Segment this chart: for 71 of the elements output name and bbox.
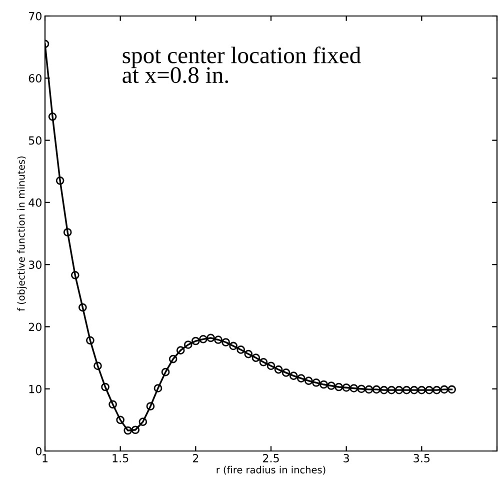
point <box>199 334 208 344</box>
x-tick-label: 1.5 <box>112 454 128 462</box>
point <box>364 385 374 394</box>
point <box>432 386 441 394</box>
point <box>252 354 260 362</box>
point <box>296 374 306 382</box>
point <box>327 382 336 390</box>
point <box>320 380 328 389</box>
x-axis-title: r (fire radius in inches) <box>216 466 326 475</box>
point <box>448 385 456 394</box>
point <box>222 338 230 346</box>
point <box>108 400 117 409</box>
y-tick-label: 10 <box>29 384 42 394</box>
point <box>289 372 298 380</box>
point <box>357 384 366 394</box>
point <box>63 228 72 236</box>
point <box>259 358 268 366</box>
point <box>48 112 57 121</box>
point <box>387 386 396 394</box>
y-tick-label: 20 <box>28 322 42 332</box>
y-tick-label: 40 <box>28 198 42 207</box>
point <box>86 336 94 345</box>
point <box>116 416 124 424</box>
point <box>161 368 170 376</box>
x-tick-label: 2.5 <box>262 454 279 462</box>
x-tick-label: 1 <box>42 454 48 462</box>
point <box>394 386 404 394</box>
y-tick-label: 50 <box>28 136 42 145</box>
point <box>418 386 426 394</box>
y-tick-label: 70 <box>28 12 42 20</box>
point <box>372 385 381 394</box>
point <box>56 176 64 185</box>
point <box>154 384 162 392</box>
point <box>402 386 411 394</box>
point <box>266 362 276 370</box>
point <box>124 426 132 435</box>
point <box>312 378 320 387</box>
point <box>350 384 358 392</box>
y-tick-label: 0 <box>36 446 42 456</box>
point <box>342 383 350 392</box>
point <box>131 426 140 434</box>
y-tick-label: 30 <box>28 260 42 269</box>
point <box>70 270 80 280</box>
point <box>440 385 448 394</box>
point <box>380 386 388 394</box>
point <box>138 418 148 426</box>
annotation: spot center location fixed at x=0.8 in. <box>122 46 361 84</box>
point <box>78 303 87 312</box>
point <box>410 386 418 394</box>
point <box>214 336 222 344</box>
point <box>282 368 290 377</box>
point <box>274 365 283 374</box>
point <box>168 354 178 364</box>
point <box>425 386 434 394</box>
point <box>244 350 253 358</box>
point <box>229 342 238 350</box>
x-tick-label: 2 <box>192 454 198 462</box>
point <box>101 382 110 392</box>
y-axis-title: f (objective function in minutes) <box>17 156 27 312</box>
x-tick-label: 3.5 <box>414 454 430 462</box>
point <box>304 376 313 385</box>
point <box>236 346 246 354</box>
point <box>176 346 185 354</box>
y-tick-label: 60 <box>28 74 42 83</box>
point <box>192 336 200 346</box>
x-tick-label: 3 <box>344 454 349 462</box>
point <box>206 334 215 342</box>
point <box>94 362 102 370</box>
point <box>146 402 155 410</box>
point <box>334 382 343 392</box>
point <box>184 340 192 349</box>
